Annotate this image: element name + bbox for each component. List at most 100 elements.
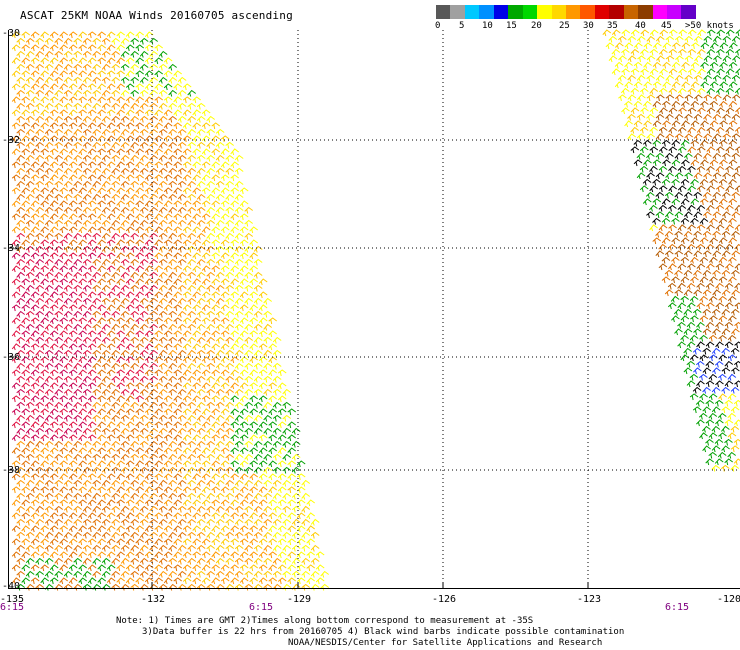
wind-barb <box>258 538 268 546</box>
wind-barb <box>163 460 173 468</box>
wind-barb <box>658 224 668 232</box>
wind-barb <box>733 399 740 407</box>
wind-barb <box>693 191 703 199</box>
lat-label: -30 <box>2 28 20 39</box>
wind-barb <box>59 551 68 559</box>
wind-barb <box>92 414 101 422</box>
wind-barb <box>637 55 646 63</box>
wind-barb <box>120 388 130 396</box>
wind-barb <box>163 577 173 585</box>
wind-barb <box>282 518 291 526</box>
wind-barb <box>68 460 78 468</box>
wind-barb <box>282 440 291 448</box>
wind-barb <box>661 237 671 245</box>
wind-barb <box>696 419 705 427</box>
wind-barb <box>272 388 282 396</box>
wind-barb <box>633 81 643 89</box>
wind-barb <box>239 278 249 286</box>
wind-barb <box>258 317 268 325</box>
wind-barb <box>282 557 291 565</box>
wind-barb <box>101 297 111 305</box>
wind-barb <box>187 466 196 474</box>
wind-barb <box>158 63 168 71</box>
wind-barb <box>111 349 120 357</box>
wind-barb <box>106 135 116 143</box>
wind-barb <box>215 570 225 578</box>
wind-barb <box>139 219 149 227</box>
wind-barb <box>135 317 144 325</box>
wind-barb <box>630 146 640 154</box>
wind-barb <box>49 135 59 143</box>
wind-barb <box>78 252 87 260</box>
wind-barb <box>263 388 272 396</box>
wind-barb <box>724 380 734 388</box>
wind-barb <box>700 61 709 69</box>
wind-barb <box>92 50 101 58</box>
wind-barb <box>244 544 253 552</box>
wind-barb <box>68 408 78 416</box>
wind-barb <box>63 271 73 279</box>
wind-barb <box>116 434 125 442</box>
wind-barb <box>97 213 106 221</box>
wind-barb <box>627 55 637 63</box>
wind-barb <box>111 531 120 539</box>
wind-barb <box>681 42 691 50</box>
wind-barb <box>234 544 244 552</box>
wind-barb <box>139 336 149 344</box>
wind-barb <box>11 135 21 143</box>
wind-barb <box>49 122 59 130</box>
wind-barb <box>21 109 30 117</box>
wind-barb <box>30 213 40 221</box>
wind-barb <box>244 414 253 422</box>
wind-barb <box>139 141 149 149</box>
wind-barb <box>268 382 277 390</box>
wind-barb <box>733 360 740 368</box>
wind-barb <box>287 434 296 442</box>
wind-barb <box>144 278 154 286</box>
wind-barb <box>21 356 30 364</box>
wind-barb <box>149 349 158 357</box>
wind-barb <box>662 100 671 108</box>
wind-barb <box>92 583 101 591</box>
wind-barb <box>722 133 731 141</box>
wind-barb <box>652 237 661 245</box>
wind-barb <box>68 551 78 559</box>
wind-barb <box>206 284 215 292</box>
wind-barb <box>73 453 82 461</box>
wind-barb <box>16 167 25 175</box>
wind-barb <box>40 343 49 351</box>
wind-barb <box>16 388 25 396</box>
wind-barb <box>182 213 192 221</box>
wind-barb <box>715 204 725 212</box>
wind-barb <box>82 362 92 370</box>
wind-barb <box>168 115 177 123</box>
wind-barb <box>144 525 154 533</box>
wind-barb <box>40 408 49 416</box>
wind-barb <box>719 81 728 89</box>
wind-barb <box>630 68 640 76</box>
wind-barb <box>706 48 716 56</box>
wind-barb <box>63 427 73 435</box>
wind-barb <box>659 68 668 76</box>
wind-barb <box>732 55 740 63</box>
wind-barb <box>234 193 244 201</box>
wind-barb <box>139 323 149 331</box>
wind-barb <box>16 492 25 500</box>
wind-barb <box>230 291 239 299</box>
wind-barb <box>92 206 101 214</box>
wind-barb <box>287 408 296 416</box>
wind-barb <box>120 362 130 370</box>
wind-barb <box>263 349 272 357</box>
wind-barb <box>25 492 35 500</box>
wind-barb <box>120 89 130 97</box>
wind-barb <box>35 271 44 279</box>
wind-barb <box>130 115 139 123</box>
wind-barb <box>673 308 683 316</box>
wind-barb <box>44 258 54 266</box>
wind-barb <box>21 161 30 169</box>
wind-barb <box>687 48 697 56</box>
wind-barb <box>97 200 106 208</box>
wind-barb <box>315 564 325 572</box>
wind-barb <box>177 128 187 136</box>
wind-barb <box>63 453 73 461</box>
